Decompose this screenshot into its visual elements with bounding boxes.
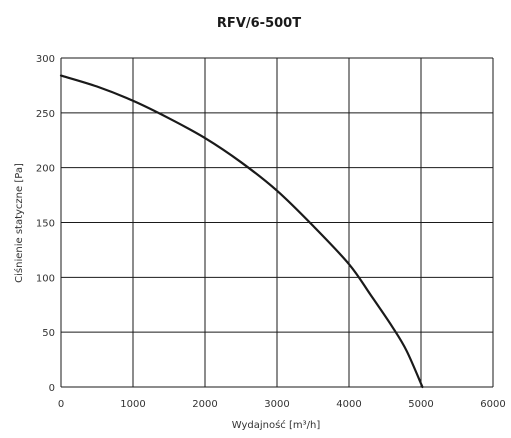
y-axis-label: Ciśnienie statyczne [Pa]: [13, 163, 25, 283]
x-tick-label: 2000: [192, 399, 217, 410]
series: [59, 74, 424, 389]
y-tick-label: 200: [36, 164, 55, 175]
x-tick-label: 3000: [264, 399, 289, 410]
y-tick-label: 0: [49, 383, 55, 394]
chart-title: RFV/6-500T: [217, 16, 301, 31]
y-tick-label: 50: [42, 328, 55, 339]
x-tick-label: 5000: [408, 399, 433, 410]
series-line: [59, 74, 424, 389]
x-tick-label: 6000: [480, 399, 505, 410]
y-tick-label: 100: [36, 273, 55, 284]
x-tick-label: 1000: [120, 399, 145, 410]
grid: [60, 57, 494, 388]
x-tick-label: 0: [58, 399, 64, 410]
x-axis-label: Wydajność [m³/h]: [232, 419, 321, 431]
y-tick-label: 250: [36, 109, 55, 120]
y-tick-label: 300: [36, 54, 55, 65]
y-tick-labels: 0 50 100 150 200 250 300: [36, 54, 55, 394]
y-tick-label: 150: [36, 219, 55, 230]
x-tick-label: 4000: [336, 399, 361, 410]
x-tick-labels: 0 1000 2000 3000 4000 5000 6000: [58, 399, 506, 410]
